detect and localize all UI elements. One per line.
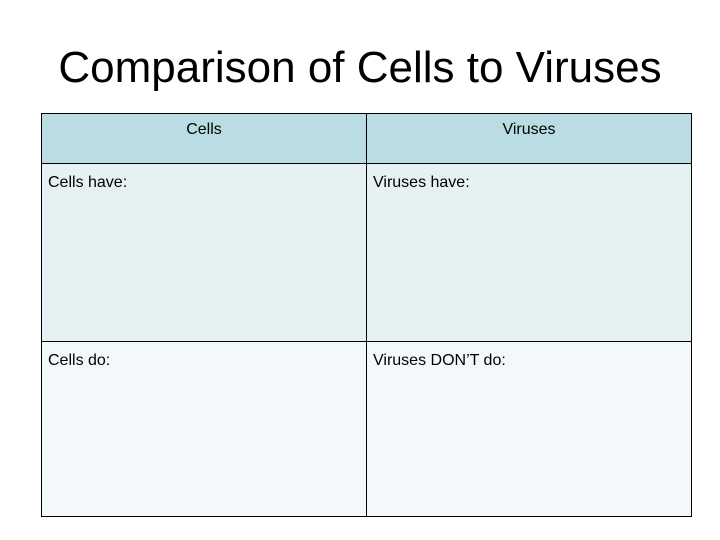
table-header-row: Cells Viruses bbox=[41, 113, 692, 164]
slide-title: Comparison of Cells to Viruses bbox=[58, 43, 662, 92]
cell-viruses-dont-do: Viruses DON’T do: bbox=[366, 341, 692, 517]
cell-viruses-have: Viruses have: bbox=[366, 163, 692, 342]
header-viruses: Viruses bbox=[366, 113, 692, 164]
header-cells: Cells bbox=[41, 113, 367, 164]
cell-cells-do: Cells do: bbox=[41, 341, 367, 517]
comparison-table: Cells Viruses Cells have: Viruses have: … bbox=[41, 113, 692, 517]
table-row: Cells have: Viruses have: bbox=[41, 163, 692, 342]
table-row: Cells do: Viruses DON’T do: bbox=[41, 341, 692, 517]
cell-cells-have: Cells have: bbox=[41, 163, 367, 342]
